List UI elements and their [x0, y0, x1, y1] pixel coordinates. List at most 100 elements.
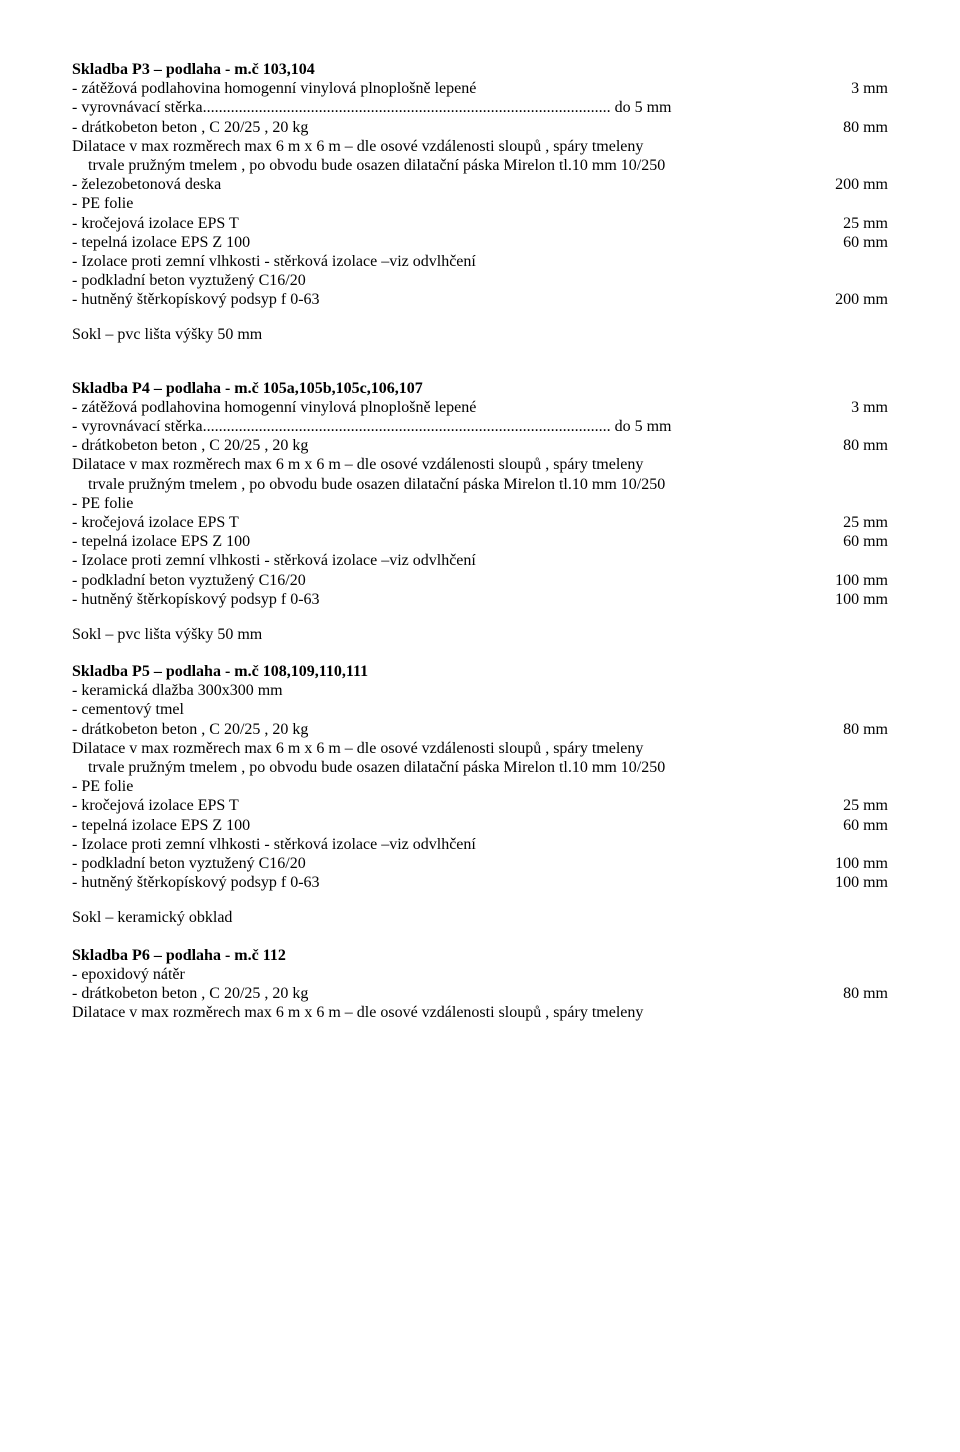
row-left: - zátěžová podlahovina homogenní vinylov… — [72, 79, 851, 98]
row-left: - podkladní beton vyztužený C16/20 — [72, 571, 835, 590]
section-rows: - zátěžová podlahovina homogenní vinylov… — [72, 398, 888, 609]
text-row: - zátěžová podlahovina homogenní vinylov… — [72, 398, 888, 417]
section-p3: Skladba P3 – podlaha - m.č 103,104 - zát… — [72, 60, 888, 345]
section-p6: Skladba P6 – podlaha - m.č 112 - epoxido… — [72, 946, 888, 1023]
row-left: - železobetonová deska — [72, 175, 835, 194]
section-footer: Sokl – keramický obklad — [72, 908, 888, 927]
row-left: trvale pružným tmelem , po obvodu bude o… — [88, 156, 888, 175]
row-left: - PE folie — [72, 494, 888, 513]
text-row: - Izolace proti zemní vlhkosti - stěrkov… — [72, 835, 888, 854]
text-row: trvale pružným tmelem , po obvodu bude o… — [72, 475, 888, 494]
row-right: 25 mm — [843, 214, 888, 233]
row-left: - cementový tmel — [72, 700, 888, 719]
text-row: - drátkobeton beton , C 20/25 , 20 kg80 … — [72, 436, 888, 455]
text-row: - podkladní beton vyztužený C16/20100 mm — [72, 571, 888, 590]
row-left: - PE folie — [72, 194, 888, 213]
text-row: - vyrovnávací stěrka....................… — [72, 98, 888, 117]
row-right: 200 mm — [835, 175, 888, 194]
text-row: - PE folie — [72, 777, 888, 796]
text-row: - hutněný štěrkopískový podsyp f 0-63200… — [72, 290, 888, 309]
row-left: - vyrovnávací stěrka....................… — [72, 417, 888, 436]
text-row: - zátěžová podlahovina homogenní vinylov… — [72, 79, 888, 98]
text-row: Dilatace v max rozměrech max 6 m x 6 m –… — [72, 1003, 888, 1022]
text-row: trvale pružným tmelem , po obvodu bude o… — [72, 758, 888, 777]
text-row: - vyrovnávací stěrka....................… — [72, 417, 888, 436]
text-row: - Izolace proti zemní vlhkosti - stěrkov… — [72, 252, 888, 271]
row-left: - drátkobeton beton , C 20/25 , 20 kg — [72, 984, 843, 1003]
row-left: - Izolace proti zemní vlhkosti - stěrkov… — [72, 252, 888, 271]
text-row: - hutněný štěrkopískový podsyp f 0-63100… — [72, 590, 888, 609]
text-row: - cementový tmel — [72, 700, 888, 719]
row-left: - podkladní beton vyztužený C16/20 — [72, 854, 835, 873]
row-left: - PE folie — [72, 777, 888, 796]
row-right: 100 mm — [835, 854, 888, 873]
row-left: - drátkobeton beton , C 20/25 , 20 kg — [72, 720, 843, 739]
row-right: 60 mm — [843, 816, 888, 835]
row-right: 100 mm — [835, 571, 888, 590]
text-row: - železobetonová deska200 mm — [72, 175, 888, 194]
row-left: Dilatace v max rozměrech max 6 m x 6 m –… — [72, 739, 888, 758]
row-left: - podkladní beton vyztužený C16/20 — [72, 271, 888, 290]
row-left: - tepelná izolace EPS Z 100 — [72, 233, 843, 252]
row-left: - zátěžová podlahovina homogenní vinylov… — [72, 398, 851, 417]
section-p5: Skladba P5 – podlaha - m.č 108,109,110,1… — [72, 662, 888, 927]
text-row: - drátkobeton beton , C 20/25 , 20 kg80 … — [72, 118, 888, 137]
row-right: 3 mm — [851, 398, 888, 417]
text-row: Dilatace v max rozměrech max 6 m x 6 m –… — [72, 137, 888, 156]
text-row: - tepelná izolace EPS Z 10060 mm — [72, 816, 888, 835]
row-left: - drátkobeton beton , C 20/25 , 20 kg — [72, 436, 843, 455]
text-row: - Izolace proti zemní vlhkosti - stěrkov… — [72, 551, 888, 570]
text-row: - hutněný štěrkopískový podsyp f 0-63100… — [72, 873, 888, 892]
row-left: Dilatace v max rozměrech max 6 m x 6 m –… — [72, 1003, 888, 1022]
text-row: - drátkobeton beton , C 20/25 , 20 kg80 … — [72, 720, 888, 739]
text-row: - podkladní beton vyztužený C16/20 — [72, 271, 888, 290]
row-left: - tepelná izolace EPS Z 100 — [72, 532, 843, 551]
row-right: 80 mm — [843, 118, 888, 137]
section-title: Skladba P5 – podlaha - m.č 108,109,110,1… — [72, 662, 888, 681]
section-rows: - epoxidový nátěr- drátkobeton beton , C… — [72, 965, 888, 1023]
row-right: 80 mm — [843, 720, 888, 739]
row-right: 60 mm — [843, 233, 888, 252]
row-right: 200 mm — [835, 290, 888, 309]
text-row: Dilatace v max rozměrech max 6 m x 6 m –… — [72, 739, 888, 758]
row-right: 100 mm — [835, 873, 888, 892]
row-left: - kročejová izolace EPS T — [72, 513, 843, 532]
text-row: - keramická dlažba 300x300 mm — [72, 681, 888, 700]
row-left: - hutněný štěrkopískový podsyp f 0-63 — [72, 873, 835, 892]
section-rows: - keramická dlažba 300x300 mm- cementový… — [72, 681, 888, 892]
row-right: 60 mm — [843, 532, 888, 551]
row-left: - kročejová izolace EPS T — [72, 796, 843, 815]
row-right: 80 mm — [843, 436, 888, 455]
text-row: - podkladní beton vyztužený C16/20100 mm — [72, 854, 888, 873]
text-row: - tepelná izolace EPS Z 10060 mm — [72, 233, 888, 252]
section-title: Skladba P4 – podlaha - m.č 105a,105b,105… — [72, 379, 888, 398]
row-left: - kročejová izolace EPS T — [72, 214, 843, 233]
row-left: - drátkobeton beton , C 20/25 , 20 kg — [72, 118, 843, 137]
row-left: - tepelná izolace EPS Z 100 — [72, 816, 843, 835]
row-right: 3 mm — [851, 79, 888, 98]
row-left: - epoxidový nátěr — [72, 965, 888, 984]
row-left: - keramická dlažba 300x300 mm — [72, 681, 888, 700]
row-left: - Izolace proti zemní vlhkosti - stěrkov… — [72, 551, 888, 570]
text-row: - drátkobeton beton , C 20/25 , 20 kg80 … — [72, 984, 888, 1003]
text-row: - kročejová izolace EPS T25 mm — [72, 214, 888, 233]
section-p4: Skladba P4 – podlaha - m.č 105a,105b,105… — [72, 379, 888, 644]
row-left: - Izolace proti zemní vlhkosti - stěrkov… — [72, 835, 888, 854]
section-rows: - zátěžová podlahovina homogenní vinylov… — [72, 79, 888, 309]
text-row: Dilatace v max rozměrech max 6 m x 6 m –… — [72, 455, 888, 474]
row-right: 100 mm — [835, 590, 888, 609]
text-row: - tepelná izolace EPS Z 10060 mm — [72, 532, 888, 551]
row-left: - hutněný štěrkopískový podsyp f 0-63 — [72, 590, 835, 609]
text-row: - PE folie — [72, 194, 888, 213]
row-left: - vyrovnávací stěrka....................… — [72, 98, 888, 117]
text-row: trvale pružným tmelem , po obvodu bude o… — [72, 156, 888, 175]
row-left: trvale pružným tmelem , po obvodu bude o… — [88, 758, 888, 777]
row-left: - hutněný štěrkopískový podsyp f 0-63 — [72, 290, 835, 309]
row-left: Dilatace v max rozměrech max 6 m x 6 m –… — [72, 455, 888, 474]
row-right: 80 mm — [843, 984, 888, 1003]
text-row: - epoxidový nátěr — [72, 965, 888, 984]
row-left: Dilatace v max rozměrech max 6 m x 6 m –… — [72, 137, 888, 156]
section-footer: Sokl – pvc lišta výšky 50 mm — [72, 625, 888, 644]
section-footer: Sokl – pvc lišta výšky 50 mm — [72, 325, 888, 344]
section-title: Skladba P3 – podlaha - m.č 103,104 — [72, 60, 888, 79]
